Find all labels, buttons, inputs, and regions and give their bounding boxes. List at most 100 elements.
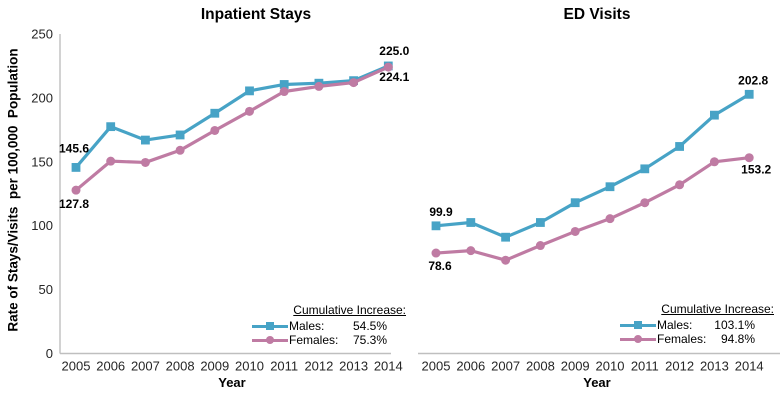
square-marker-icon bbox=[431, 221, 441, 231]
square-marker-icon bbox=[634, 321, 642, 329]
x-tick-label: 2008 bbox=[526, 359, 555, 374]
point-label: 99.9 bbox=[429, 205, 453, 219]
x-tick-label: 2012 bbox=[665, 359, 694, 374]
x-tick-label: 2007 bbox=[131, 359, 160, 374]
x-tick-label: 2014 bbox=[735, 359, 764, 374]
males-series bbox=[431, 89, 754, 242]
circle-marker-icon bbox=[349, 78, 359, 88]
circle-marker-icon bbox=[383, 62, 393, 72]
y-tick-label: 200 bbox=[31, 90, 53, 105]
legend-value-males: 54.5% bbox=[352, 319, 387, 333]
legend-row-males: Males: 54.5% bbox=[252, 319, 406, 333]
point-label: 225.0 bbox=[379, 44, 409, 58]
chart-ed-visits: 2005 2006 2007 2008 2009 2010 2011 2012 2013 2014… bbox=[418, 73, 780, 374]
circle-marker-icon bbox=[634, 335, 642, 343]
legend-value-females: 75.3% bbox=[352, 333, 387, 347]
square-marker-icon bbox=[744, 89, 754, 99]
males-line bbox=[74, 64, 389, 169]
circle-marker-icon bbox=[106, 156, 116, 166]
circle-marker-icon bbox=[266, 336, 274, 344]
chart-inpatient-stays: 0 50 100 150 200 250 2005 2006 2007 2008 2009 2010 2… bbox=[31, 27, 409, 374]
point-label: 145.6 bbox=[59, 141, 89, 155]
square-marker-icon bbox=[605, 182, 615, 192]
x-tick-label: 2009 bbox=[200, 359, 229, 374]
x-tick-label: 2005 bbox=[62, 359, 91, 374]
males-series bbox=[71, 61, 393, 172]
males-line-swatch bbox=[620, 320, 656, 330]
circle-marker-icon bbox=[466, 246, 476, 256]
square-marker-icon bbox=[266, 322, 274, 330]
females-series bbox=[431, 153, 754, 265]
x-tick-label: 2013 bbox=[700, 359, 729, 374]
square-marker-icon bbox=[640, 164, 650, 174]
y-tick-label: 50 bbox=[39, 282, 53, 297]
y-tick-label: 100 bbox=[31, 218, 53, 233]
x-tick-label: 2010 bbox=[596, 359, 625, 374]
square-marker-icon bbox=[466, 218, 476, 227]
legend-title: Cumulative Increase: bbox=[293, 303, 406, 317]
x-tick-label: 2007 bbox=[491, 359, 520, 374]
square-marker-icon bbox=[71, 163, 81, 172]
point-label: 202.8 bbox=[738, 73, 768, 87]
x-tick-label: 2011 bbox=[631, 359, 659, 374]
females-line-swatch bbox=[252, 335, 288, 345]
x-tick-label: 2006 bbox=[96, 359, 125, 374]
circle-marker-icon bbox=[140, 157, 150, 167]
square-marker-icon bbox=[570, 198, 580, 208]
legend-row-females: Females: 94.8% bbox=[620, 332, 774, 346]
x-tick-label: 2012 bbox=[304, 359, 333, 374]
females-line bbox=[74, 65, 389, 192]
y-tick-label: 150 bbox=[31, 154, 53, 169]
females-line bbox=[435, 156, 750, 262]
x-tick-label: 2011 bbox=[270, 359, 298, 374]
males-line bbox=[435, 92, 751, 239]
point-label: 153.2 bbox=[741, 163, 771, 177]
square-marker-icon bbox=[279, 80, 289, 89]
males-line-swatch bbox=[252, 321, 288, 331]
circle-marker-icon bbox=[605, 214, 615, 224]
x-tick-label: 2010 bbox=[235, 359, 264, 374]
point-label: 127.8 bbox=[59, 197, 89, 211]
circle-marker-icon bbox=[709, 157, 719, 167]
legend-label-females: Females: bbox=[289, 333, 339, 347]
circle-marker-icon bbox=[210, 125, 220, 135]
square-marker-icon bbox=[536, 218, 545, 227]
legend-inpatient: Cumulative Increase: Males: 54.5% Female… bbox=[252, 303, 406, 347]
chart-title-inpatient-stays: Inpatient Stays bbox=[200, 6, 312, 23]
square-marker-icon bbox=[210, 108, 220, 118]
circle-marker-icon bbox=[744, 153, 754, 163]
circle-marker-icon bbox=[245, 106, 254, 116]
square-marker-icon bbox=[106, 122, 116, 132]
y-tick-label: 0 bbox=[46, 346, 53, 361]
square-marker-icon bbox=[501, 232, 510, 242]
square-marker-icon bbox=[245, 86, 254, 96]
circle-marker-icon bbox=[431, 248, 441, 258]
chart-title-ed-visits: ED Visits bbox=[563, 6, 631, 23]
legend-ed: Cumulative Increase: Males: 103.1% Femal… bbox=[620, 302, 774, 346]
legend-title: Cumulative Increase: bbox=[661, 302, 774, 316]
legend-label-males: Males: bbox=[657, 318, 693, 332]
x-axis-title-ed: Year bbox=[583, 375, 611, 390]
point-label: 224.1 bbox=[379, 70, 409, 84]
females-series bbox=[71, 62, 393, 195]
legend-value-males: 103.1% bbox=[714, 318, 755, 332]
circle-marker-icon bbox=[570, 226, 580, 236]
x-tick-label: 2009 bbox=[561, 359, 590, 374]
square-marker-icon bbox=[710, 110, 719, 120]
legend-label-females: Females: bbox=[657, 332, 707, 346]
legend-label-males: Males: bbox=[289, 319, 325, 333]
circle-marker-icon bbox=[175, 145, 185, 155]
legend-row-males: Males: 103.1% bbox=[620, 318, 774, 332]
square-marker-icon bbox=[675, 142, 684, 151]
circle-marker-icon bbox=[279, 87, 289, 97]
x-tick-label: 2014 bbox=[374, 359, 403, 374]
x-axis-title-inpatient: Year bbox=[218, 375, 246, 390]
circle-marker-icon bbox=[501, 255, 511, 265]
x-tick-label: 2008 bbox=[166, 359, 195, 374]
circle-marker-icon bbox=[71, 185, 81, 195]
y-tick-label: 250 bbox=[31, 27, 53, 42]
point-label: 78.6 bbox=[428, 259, 452, 273]
females-line-swatch bbox=[620, 334, 656, 344]
